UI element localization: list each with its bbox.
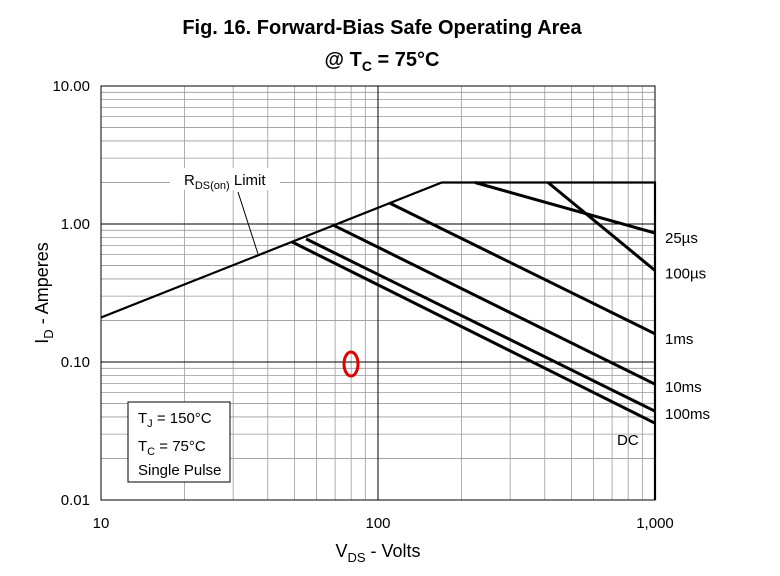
series-line [388,201,656,336]
series-label: DC [617,432,639,449]
subtitle-subscript: C [362,58,372,74]
chart-title: Fig. 16. Forward-Bias Safe Operating Are… [182,17,582,39]
x-label-part: - Volts [366,541,421,561]
highlight-marker [342,350,360,378]
note-part: Single Pulse [138,462,221,479]
plot-area: 10 100 1,000 0.01 0.10 1.00 10.00 [52,78,673,532]
y-axis-label: ID - Amperes [32,242,56,343]
x-tick-label: 1,000 [636,515,674,532]
series-line [474,181,656,235]
series-label: 1ms [665,331,693,348]
note-part: T [138,410,147,427]
note-part: = 75°C [155,438,206,455]
note-subscript: C [147,446,155,458]
note-part: T [138,438,147,455]
annotation-part: Limit [230,172,267,189]
x-tick-label: 100 [365,515,390,532]
x-label-part: V [335,541,347,561]
annotation-leader [237,191,259,255]
y-label-part: I [32,339,52,344]
subtitle-part: = 75°C [372,49,439,71]
annotation-subscript: DS(on) [195,180,230,192]
note-part: = 150°C [153,410,212,427]
annotation-bg [170,168,280,190]
note-subscript: J [147,418,153,430]
note-box [127,401,231,483]
y-tick-label: 1.00 [61,216,90,233]
y-tick-label: 10.00 [52,78,90,95]
note: TJ = 150°C [138,410,212,430]
y-tick-label: 0.01 [61,492,90,509]
series-label: 100µs [665,266,706,283]
subtitle-part: @ T [325,49,362,71]
x-tick-label: 10 [93,515,110,532]
series-line [305,237,656,413]
series-label: 100ms [665,406,710,423]
y-label-subscript: D [41,329,56,338]
y-label-part: - Amperes [32,242,52,329]
x-axis-label: VDS - Volts [335,541,420,565]
series-line [291,240,656,425]
series-label: 25µs [665,230,698,247]
y-tick-label: 0.10 [61,354,90,371]
series-line [332,223,656,386]
chart-subtitle: @ TC = 75°C [325,49,440,74]
series-line [547,181,656,272]
note: TC = 75°C [138,438,206,458]
annotation-part: R [184,172,195,189]
note: Single Pulse [138,462,221,479]
x-label-subscript: DS [347,550,365,565]
series-label: 10ms [665,379,702,396]
annotation: RDS(on) Limit [184,172,266,192]
